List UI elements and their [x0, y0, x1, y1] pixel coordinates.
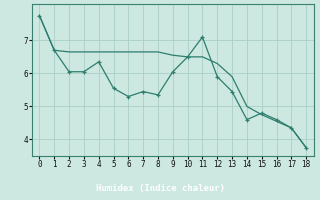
Text: Humidex (Indice chaleur): Humidex (Indice chaleur)	[95, 184, 225, 193]
